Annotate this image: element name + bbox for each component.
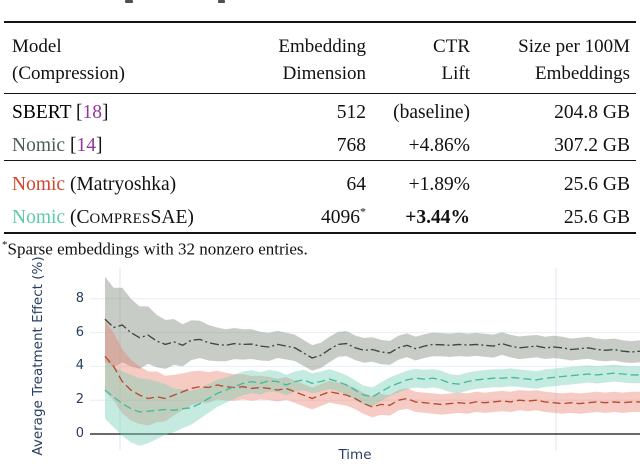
- header-compression: (Compression): [12, 63, 125, 84]
- table-mid-rule: [4, 160, 636, 162]
- size-value: 307.2 GB: [554, 135, 630, 156]
- series-line: [104, 372, 640, 413]
- table-footnote: *Sparse embeddings with 32 nonzero entri…: [2, 239, 308, 259]
- compression-label-smallcaps: OMPRES: [89, 211, 151, 227]
- table-header-row-1: Model Embedding CTR Size per 100M: [0, 33, 640, 60]
- compression-label: SAE): [150, 207, 194, 228]
- y-tick-label: 0: [75, 426, 84, 441]
- table-header-rule: [4, 92, 636, 94]
- header-lift: Lift: [441, 63, 471, 84]
- clipped-caption-fragment: [218, 0, 225, 3]
- cite-bracket: ]: [95, 135, 103, 156]
- x-axis-label: Time: [338, 447, 372, 463]
- header-embedding: Embedding: [278, 36, 366, 57]
- ctr-lift-value: +1.89%: [408, 174, 470, 195]
- cite-bracket: ]: [102, 102, 109, 123]
- compression-label: (Matryoshka): [65, 174, 177, 195]
- footnote-asterisk: *: [2, 239, 8, 251]
- embedding-dimension-value: 768: [336, 135, 366, 156]
- embedding-dimension-value: 4096*: [321, 204, 366, 229]
- header-dimension: Dimension: [282, 63, 366, 84]
- confidence-band: [105, 276, 640, 371]
- header-model: Model: [12, 36, 62, 57]
- y-tick-label: 6: [75, 324, 84, 340]
- size-value: 25.6 GB: [563, 174, 630, 195]
- embedding-dimension-value: 512: [336, 102, 366, 123]
- y-tick-label: 2: [75, 392, 84, 408]
- y-tick-label: 8: [75, 290, 84, 306]
- ate-chart-canvas: [90, 268, 640, 450]
- cite-bracket: [: [71, 102, 83, 123]
- ate-chart: [0, 262, 640, 462]
- ctr-lift-value: +4.86%: [408, 135, 470, 156]
- confidence-band: [105, 320, 640, 426]
- table-bottom-rule: [4, 231, 636, 234]
- y-tick-label: 4: [75, 358, 84, 374]
- confidence-band: [105, 361, 640, 446]
- citation-link[interactable]: 18: [82, 102, 103, 123]
- table-header-row-2: (Compression) Dimension Lift Embeddings: [0, 60, 640, 87]
- table-row: Nomic [14] 768 +4.86% 307.2 GB: [0, 132, 640, 159]
- table-row: Nomic (COMPRESSAE) 4096* +3.44% 25.6 GB: [0, 204, 640, 231]
- header-size: Size per 100M: [518, 36, 630, 57]
- table-top-rule: [4, 20, 636, 23]
- table-row: Nomic (Matryoshka) 64 +1.89% 25.6 GB: [0, 171, 640, 198]
- series-line: [104, 355, 640, 408]
- size-value: 25.6 GB: [563, 207, 630, 228]
- embedding-dimension-value: 64: [346, 174, 367, 195]
- size-value: 204.8 GB: [554, 102, 630, 123]
- cite-bracket: [: [65, 135, 77, 156]
- model-name: Nomic: [12, 207, 66, 228]
- model-name: SBERT: [12, 102, 72, 123]
- table-row: SBERT [18] 512 (baseline) 204.8 GB: [0, 99, 640, 126]
- compression-label: (C: [65, 207, 90, 228]
- series-line: [104, 318, 640, 359]
- ctr-lift-value: +3.44%: [405, 207, 470, 228]
- citation-link[interactable]: 14: [76, 135, 96, 156]
- model-name: Nomic: [12, 174, 66, 195]
- model-name: Nomic: [12, 135, 66, 156]
- y-axis-label: Average Treatment Effect (%): [30, 256, 46, 456]
- clipped-caption-fragment: [125, 0, 133, 3]
- header-embeddings: Embeddings: [535, 63, 630, 84]
- header-ctr: CTR: [433, 36, 470, 57]
- ctr-lift-value: (baseline): [393, 102, 470, 123]
